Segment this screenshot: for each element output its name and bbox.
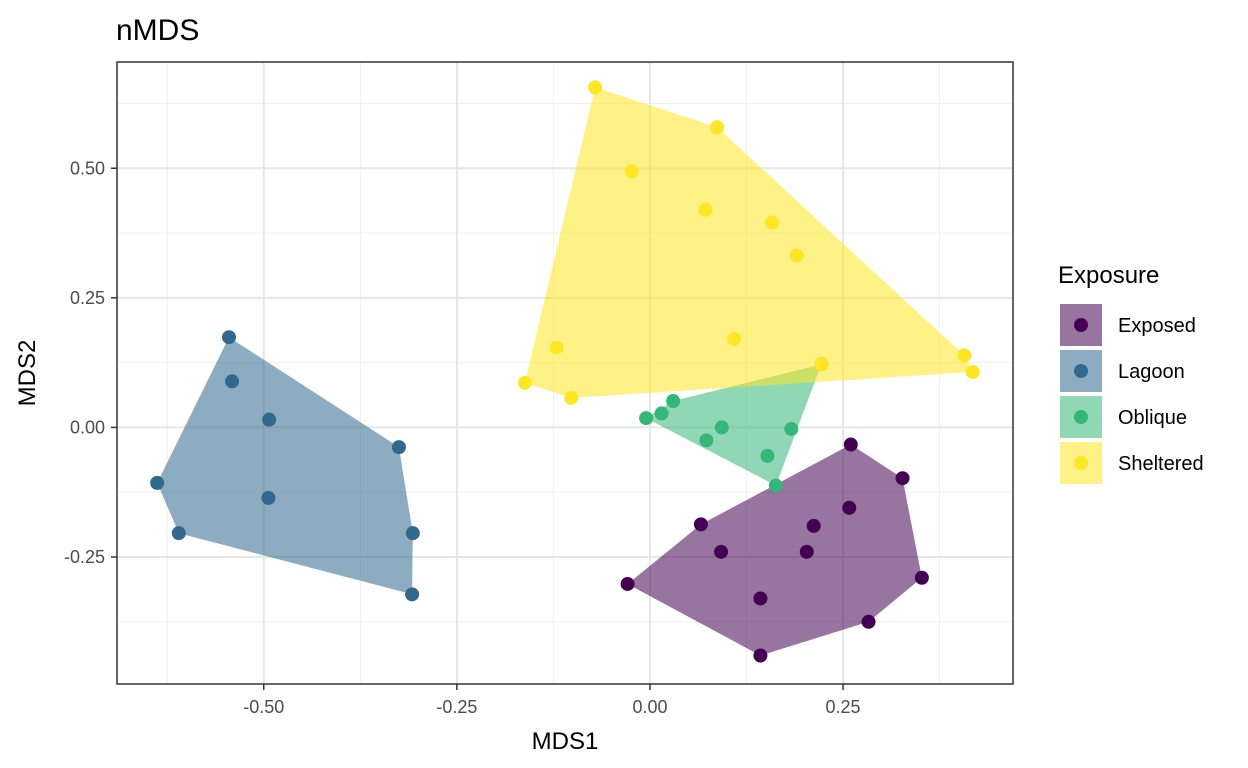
sheltered-point xyxy=(965,364,980,379)
lagoon-point xyxy=(225,374,240,389)
sheltered-point xyxy=(549,340,564,355)
legend-item-exposed: Exposed xyxy=(1060,304,1196,346)
sheltered-hull xyxy=(524,87,973,398)
exposed-point xyxy=(714,544,729,559)
lagoon-point xyxy=(171,526,186,541)
lagoon-point xyxy=(262,412,277,427)
legend: Exposure Exposed Lagoon Oblique Sheltered xyxy=(1058,262,1204,484)
chart-title: nMDS xyxy=(116,14,199,47)
exposed-point xyxy=(843,437,858,452)
sheltered-point xyxy=(710,120,725,135)
legend-items: Exposed Lagoon Oblique Sheltered xyxy=(1060,304,1204,484)
oblique-point xyxy=(654,406,669,421)
legend-marker-sheltered xyxy=(1074,456,1088,470)
y-tick-label: 0.25 xyxy=(70,288,105,308)
x-tick-label: -0.25 xyxy=(436,697,477,717)
group-hulls xyxy=(157,87,973,656)
sheltered-point xyxy=(814,357,829,372)
legend-item-sheltered: Sheltered xyxy=(1060,442,1204,484)
exposed-point xyxy=(693,517,708,532)
y-axis-title: MDS2 xyxy=(14,340,41,407)
legend-item-lagoon: Lagoon xyxy=(1060,350,1185,392)
oblique-point xyxy=(784,421,799,436)
x-axis-title: MDS1 xyxy=(532,728,599,755)
sheltered-point xyxy=(789,248,804,263)
exposed-point xyxy=(914,570,929,585)
sheltered-point xyxy=(624,164,639,179)
exposed-point xyxy=(895,471,910,486)
lagoon-point xyxy=(150,475,165,490)
oblique-point xyxy=(666,393,681,408)
exposed-point xyxy=(753,591,768,606)
lagoon-hull xyxy=(157,337,413,595)
legend-label-oblique: Oblique xyxy=(1118,407,1187,429)
sheltered-point xyxy=(727,331,742,346)
sheltered-point xyxy=(564,390,579,405)
lagoon-point xyxy=(222,330,236,345)
sheltered-point xyxy=(517,375,532,390)
exposed-point xyxy=(799,544,814,559)
y-tick-label: -0.25 xyxy=(64,547,105,567)
x-tick-label: -0.50 xyxy=(243,697,284,717)
legend-title: Exposure xyxy=(1058,262,1159,289)
oblique-hull xyxy=(646,364,822,486)
data-points xyxy=(150,80,980,663)
x-tick-label: 0.00 xyxy=(632,697,667,717)
exposed-point xyxy=(842,500,857,515)
oblique-point xyxy=(714,420,729,435)
legend-label-lagoon: Lagoon xyxy=(1118,361,1185,383)
y-tick-label: 0.00 xyxy=(70,417,105,437)
lagoon-point xyxy=(391,440,406,455)
lagoon-point xyxy=(405,587,420,602)
legend-label-sheltered: Sheltered xyxy=(1118,453,1204,475)
sheltered-point xyxy=(765,215,780,230)
x-tick-label: 0.25 xyxy=(826,697,861,717)
sheltered-point xyxy=(588,80,603,95)
oblique-point xyxy=(699,433,714,448)
exposed-point xyxy=(861,614,876,629)
oblique-point xyxy=(639,411,654,426)
exposed-point xyxy=(753,648,768,663)
legend-marker-exposed xyxy=(1074,318,1088,332)
exposed-hull xyxy=(627,444,922,656)
plot-border xyxy=(116,61,1014,685)
lagoon-point xyxy=(405,526,420,541)
exposed-point xyxy=(806,518,821,533)
legend-marker-oblique xyxy=(1074,410,1088,424)
y-axis-ticks: -0.25 0.00 0.25 0.50 xyxy=(64,158,117,567)
oblique-point xyxy=(760,448,775,463)
legend-label-exposed: Exposed xyxy=(1118,315,1196,337)
oblique-point xyxy=(768,478,783,493)
x-axis-ticks: -0.50 -0.25 0.00 0.25 xyxy=(243,684,861,717)
sheltered-point xyxy=(957,348,972,363)
legend-marker-lagoon xyxy=(1074,364,1088,378)
legend-item-oblique: Oblique xyxy=(1060,396,1187,438)
sheltered-point xyxy=(698,202,713,217)
y-tick-label: 0.50 xyxy=(70,158,105,178)
lagoon-point xyxy=(261,490,276,505)
exposed-point xyxy=(620,576,635,591)
